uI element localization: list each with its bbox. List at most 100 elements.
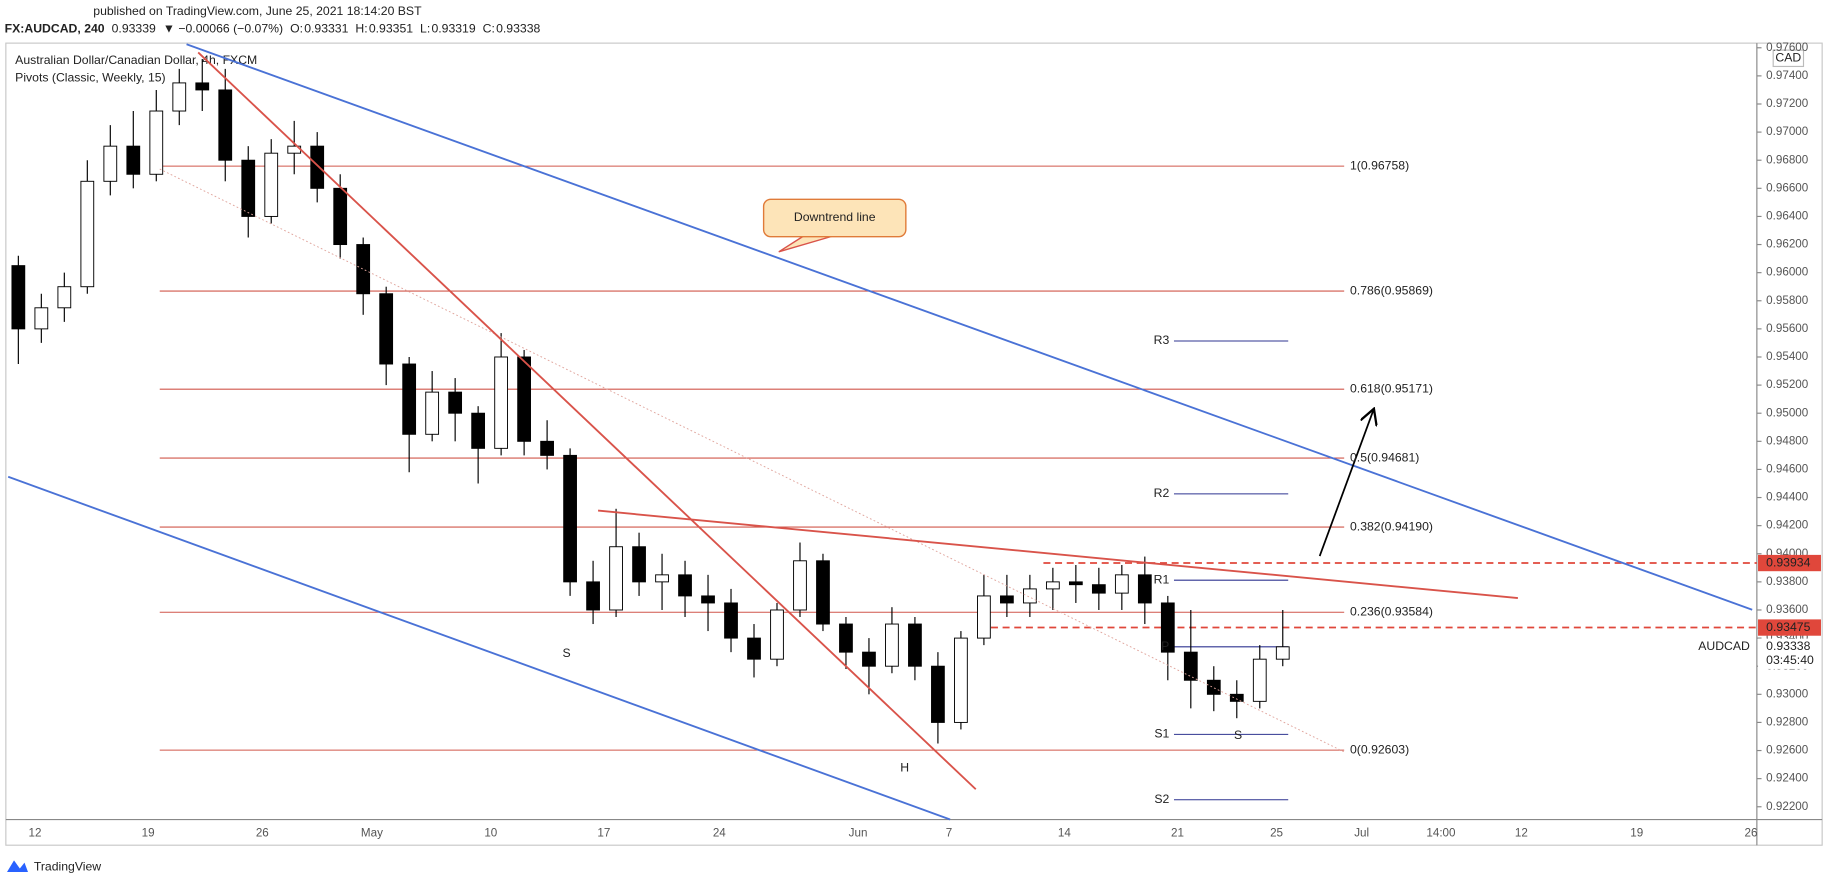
x-tick-label: 26 bbox=[256, 827, 269, 840]
y-tick-label: 0.92600 bbox=[1766, 744, 1809, 757]
y-tick-label: 0.96400 bbox=[1766, 210, 1809, 223]
candle-body bbox=[1160, 602, 1175, 653]
fib-label: 0.786(0.95869) bbox=[1350, 283, 1433, 297]
candle-body bbox=[747, 637, 761, 660]
change: ▼ −0.00066 (−0.07%) bbox=[163, 21, 283, 35]
y-tick-label: 0.95400 bbox=[1766, 350, 1809, 363]
ohlc-value: 0.93338 bbox=[496, 21, 540, 35]
y-tick-label: 0.92400 bbox=[1766, 772, 1809, 785]
candle-body bbox=[1068, 581, 1083, 586]
candle-body bbox=[34, 307, 49, 330]
candle-body bbox=[954, 637, 968, 723]
candle-body bbox=[379, 293, 394, 365]
candle-body bbox=[540, 440, 554, 456]
x-tick-label: 17 bbox=[597, 827, 610, 840]
candle-body bbox=[310, 145, 325, 189]
candle-body bbox=[1275, 646, 1290, 660]
x-tick-label: 21 bbox=[1171, 827, 1184, 840]
currency-box bbox=[1772, 49, 1805, 68]
y-tick-label: 0.94200 bbox=[1766, 519, 1809, 532]
x-tick-label: May bbox=[361, 827, 383, 840]
candle-body bbox=[1137, 574, 1152, 604]
ohlc-value: 0.93351 bbox=[369, 21, 413, 35]
candle-body bbox=[57, 286, 72, 309]
candle-body bbox=[126, 145, 141, 175]
candle-body bbox=[356, 244, 371, 295]
callout-box bbox=[762, 198, 907, 238]
candle-body bbox=[425, 391, 440, 435]
published-note: published on TradingView.com, June 25, 2… bbox=[93, 4, 422, 18]
candle-body bbox=[1252, 658, 1267, 702]
candle-body bbox=[678, 574, 692, 597]
y-tick-label: 0.95000 bbox=[1766, 406, 1809, 419]
candle-body bbox=[770, 609, 784, 660]
ohlc-value: 0.93319 bbox=[431, 21, 475, 35]
candle-body bbox=[494, 356, 509, 449]
x-tick-label: 19 bbox=[142, 827, 155, 840]
fib-label: 1(0.96758) bbox=[1350, 158, 1409, 172]
candle-body bbox=[839, 623, 853, 653]
brand: TradingView bbox=[34, 860, 101, 874]
last-value: 0.93339 bbox=[112, 21, 156, 35]
candle-body bbox=[1000, 595, 1014, 604]
indicator-name: Pivots (Classic, Weekly, 15) bbox=[15, 70, 165, 84]
y-tick-label: 0.97200 bbox=[1766, 97, 1809, 110]
ohlc-key: C: bbox=[483, 21, 495, 35]
fib-label: 0.236(0.93584) bbox=[1350, 604, 1433, 618]
y-tick-label: 0.97400 bbox=[1766, 69, 1809, 82]
last-price: 0.93338 bbox=[1766, 639, 1810, 653]
candle-body bbox=[977, 595, 991, 639]
candle-body bbox=[908, 623, 922, 667]
x-tick-label: 25 bbox=[1270, 827, 1283, 840]
candle-body bbox=[724, 602, 738, 639]
breakout-arrow bbox=[1318, 410, 1374, 557]
x-tick-label: 19 bbox=[1630, 827, 1643, 840]
y-tick-label: 0.94800 bbox=[1766, 434, 1809, 447]
price-tag-label: 0.93934 bbox=[1766, 555, 1810, 569]
candle-body bbox=[1206, 679, 1221, 695]
y-tick-label: 0.94600 bbox=[1766, 463, 1809, 476]
pivot-label: R1 bbox=[1154, 572, 1170, 586]
y-tick-label: 0.93000 bbox=[1766, 687, 1809, 700]
candle-body bbox=[333, 187, 348, 246]
ohlc-key: L: bbox=[420, 21, 430, 35]
candle-body bbox=[632, 546, 646, 583]
y-tick-label: 0.95200 bbox=[1766, 378, 1809, 391]
channel-lower bbox=[7, 475, 951, 821]
y-tick-label: 0.96200 bbox=[1766, 238, 1809, 251]
fib-label: 0.618(0.95171) bbox=[1350, 381, 1433, 395]
candle-body bbox=[1183, 651, 1198, 681]
pivot-label: S1 bbox=[1154, 727, 1169, 741]
pattern-label: S bbox=[563, 646, 571, 660]
candle-body bbox=[1045, 581, 1060, 590]
candle-body bbox=[586, 581, 600, 611]
pivot-label: S2 bbox=[1154, 792, 1169, 806]
candle-body bbox=[609, 546, 623, 611]
currency: CAD bbox=[1775, 51, 1801, 65]
price-tag bbox=[1758, 619, 1821, 636]
x-tick-label: Jun bbox=[849, 827, 868, 840]
x-tick-label: 14 bbox=[1058, 827, 1071, 840]
candle-body bbox=[563, 454, 577, 583]
pattern-label: H bbox=[900, 760, 909, 774]
candle-body bbox=[816, 560, 830, 625]
candle-body bbox=[1114, 574, 1129, 594]
y-tick-label: 0.97000 bbox=[1766, 125, 1809, 138]
x-tick-label: 12 bbox=[29, 827, 42, 840]
pivot-label: R2 bbox=[1154, 486, 1170, 500]
candle-body bbox=[218, 89, 233, 161]
candle-body bbox=[793, 560, 807, 611]
x-tick-label: 10 bbox=[484, 827, 497, 840]
callout-text: Downtrend line bbox=[794, 210, 876, 224]
channel-upper bbox=[186, 43, 1753, 611]
fib-label: 0.382(0.94190) bbox=[1350, 519, 1433, 533]
candle-body bbox=[103, 145, 118, 182]
y-tick-label: 0.96800 bbox=[1766, 153, 1809, 166]
price-tag-label: 0.93475 bbox=[1766, 620, 1810, 634]
pattern-label: S bbox=[1234, 728, 1242, 742]
y-tick-label: 0.95800 bbox=[1766, 294, 1809, 307]
candle-body bbox=[471, 412, 486, 449]
fib-label: 0(0.92603) bbox=[1350, 742, 1409, 756]
